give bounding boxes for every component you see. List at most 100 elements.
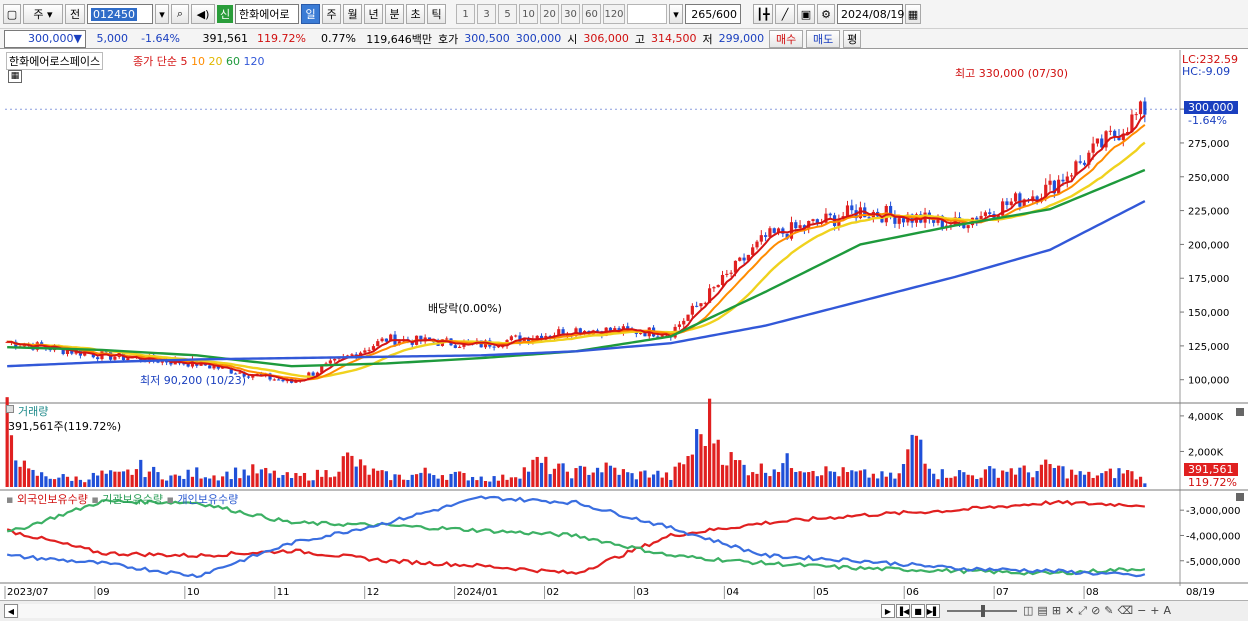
font-size-icon[interactable]: A: [1163, 604, 1172, 617]
period-second[interactable]: 초: [406, 4, 425, 24]
volume-bar: [121, 471, 126, 487]
sell-button[interactable]: 매도: [806, 29, 841, 48]
volume-bar: [828, 471, 832, 487]
scroll-left-button[interactable]: ◀: [4, 604, 18, 618]
volume-bar: [160, 479, 164, 487]
volume-bar: [923, 463, 927, 487]
grid-toggle-icon[interactable]: ▦: [8, 70, 22, 83]
volume-bar: [199, 478, 203, 487]
period-month[interactable]: 월: [343, 4, 362, 24]
avg-button[interactable]: 평: [843, 29, 862, 48]
zoom-slider-handle[interactable]: [981, 605, 985, 617]
dividend-note: 배당락(0.00%): [428, 302, 502, 315]
calendar-icon[interactable]: ▦: [905, 4, 921, 24]
interval-60[interactable]: 60: [582, 4, 601, 24]
volume-bar: [785, 453, 789, 487]
interval-5[interactable]: 5: [498, 4, 517, 24]
volume-bar: [1005, 471, 1009, 487]
volume-close-icon[interactable]: [1236, 408, 1244, 416]
candle: [932, 218, 936, 223]
candle: [501, 346, 505, 348]
period-minute[interactable]: 분: [385, 4, 404, 24]
volume-bar: [729, 452, 733, 487]
legend-ma120: 120: [243, 55, 265, 68]
fit-icon[interactable]: ⤢: [1078, 604, 1088, 617]
pen-icon[interactable]: ✎: [1104, 604, 1114, 617]
interval-3[interactable]: 3: [477, 4, 496, 24]
period-year[interactable]: 년: [364, 4, 383, 24]
scroll-right-button[interactable]: ▶: [881, 604, 895, 618]
candle: [824, 213, 828, 223]
volume-bar: [445, 479, 449, 487]
candle: [966, 225, 970, 229]
chart-canvas[interactable]: 2023/07 09 10 11 12 2024/01 02 03 04 05 06 07 08 08/1…: [0, 50, 1248, 600]
volume-bar: [302, 472, 307, 487]
compare-icon[interactable]: ⊞: [1051, 604, 1062, 617]
candle: [376, 341, 380, 347]
candle: [557, 329, 561, 336]
stock-code-input[interactable]: 012450: [87, 4, 153, 24]
candle: [1121, 133, 1125, 141]
prev-button[interactable]: 전: [65, 4, 85, 24]
hide-icon[interactable]: ⊘: [1091, 604, 1101, 617]
layout-icon[interactable]: ▤: [1037, 604, 1048, 617]
gear-icon[interactable]: ⚙: [817, 4, 835, 24]
count-field[interactable]: 265/600: [685, 4, 741, 24]
interval-1[interactable]: 1: [456, 4, 475, 24]
scroll-track[interactable]: [19, 604, 881, 618]
first-page-button[interactable]: ▐◀: [896, 604, 910, 618]
volume-bar: [669, 479, 673, 487]
zoom-slider[interactable]: [947, 605, 1017, 617]
search-icon[interactable]: ⌕: [171, 4, 189, 24]
candle: [716, 285, 720, 288]
volume-pane-icon[interactable]: [6, 405, 14, 413]
interval-30[interactable]: 30: [561, 4, 580, 24]
speaker-icon[interactable]: ◀): [191, 4, 215, 24]
window-icon[interactable]: ▢: [3, 4, 21, 24]
split-icon[interactable]: ◫: [1023, 604, 1034, 617]
candle: [725, 273, 729, 275]
period-day[interactable]: 일: [301, 4, 320, 24]
stop-button[interactable]: ■: [911, 604, 925, 618]
last-page-button[interactable]: ▶▌: [926, 604, 940, 618]
volume-bar: [707, 398, 712, 487]
eraser-icon[interactable]: ⌫: [1117, 604, 1134, 617]
volume-bar: [514, 477, 518, 487]
market-select[interactable]: 주 ▾: [23, 4, 63, 24]
zoom-out-icon[interactable]: −: [1137, 604, 1147, 617]
volume-bar: [936, 479, 940, 487]
y-axis-label: 2,000K: [1188, 447, 1224, 458]
date-input[interactable]: 2024/08/19: [837, 4, 904, 24]
legend-stock-name[interactable]: 한화에어로스페이스: [6, 52, 104, 70]
candle: [492, 346, 496, 348]
volume-bar: [794, 471, 798, 487]
volume-bar: [384, 471, 388, 487]
candle: [126, 358, 130, 361]
cross-icon[interactable]: ✕: [1065, 604, 1075, 617]
volume-bar: [14, 460, 18, 487]
buy-button[interactable]: 매수: [769, 29, 804, 48]
candle: [712, 287, 716, 289]
custom-interval-input[interactable]: [627, 4, 667, 24]
candle: [608, 327, 613, 332]
period-week[interactable]: 주: [322, 4, 341, 24]
volume-bar: [712, 443, 716, 487]
holding-close-icon[interactable]: [1236, 493, 1244, 501]
code-dropdown-button[interactable]: ▾: [155, 4, 169, 24]
low-price: 299,000: [718, 32, 765, 45]
volume-bar: [65, 476, 70, 487]
volume-bar: [962, 472, 966, 487]
save-icon[interactable]: ▣: [797, 4, 815, 24]
interval-10[interactable]: 10: [519, 4, 538, 24]
interval-120[interactable]: 120: [603, 4, 625, 24]
holding-pane-icon[interactable]: ▪: [6, 493, 14, 506]
hc-value: HC:-9.09: [1182, 65, 1231, 78]
candle: [311, 372, 315, 376]
interval-dropdown-button[interactable]: ▾: [669, 4, 683, 24]
x-axis-label: 04: [726, 587, 739, 598]
zoom-in-icon[interactable]: +: [1150, 604, 1160, 617]
candle-icon[interactable]: ┃╋: [753, 4, 773, 24]
period-tick[interactable]: 틱: [427, 4, 446, 24]
draw-line-icon[interactable]: ╱: [775, 4, 795, 24]
interval-20[interactable]: 20: [540, 4, 559, 24]
